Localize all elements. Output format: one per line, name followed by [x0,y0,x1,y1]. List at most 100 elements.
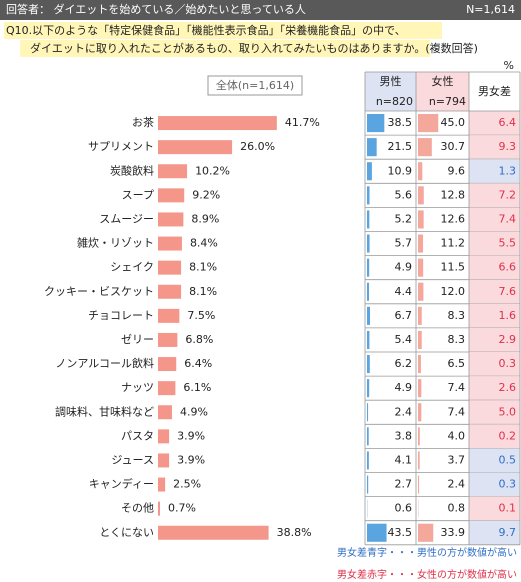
value-label: 8.1% [189,261,217,274]
mini-bar [367,138,377,157]
mini-bar [418,186,424,205]
diff-value: 0.5 [499,453,517,466]
question-highlight [4,22,442,39]
value-label: 8.1% [189,285,217,298]
cell-value: 5.7 [395,237,413,250]
cell-value: 9.6 [448,164,466,177]
diff-cell [469,183,520,208]
category-label: 炭酸飲料 [110,163,154,177]
mini-bar [367,162,372,181]
bar [158,525,269,540]
mini-bar [367,186,370,205]
cell-value: 10.9 [388,164,413,177]
diff-value: 5.0 [499,405,517,418]
mini-bar [418,162,423,181]
diff-value: 9.3 [499,140,517,153]
mini-bar [418,210,424,229]
diff-value: 2.9 [499,333,517,346]
sample-size: N=1,614 [466,3,515,16]
diff-value: 9.7 [499,526,517,539]
bar [158,453,170,468]
diff-cell [469,111,520,136]
bar [158,357,177,372]
diff-value: 0.2 [499,429,517,442]
diff-cell [469,400,520,425]
mini-bar [367,427,369,446]
bar [158,116,277,131]
bar [158,477,166,492]
mini-bar [418,138,432,157]
bar [158,236,182,251]
cell-value: 21.5 [388,140,413,153]
bar [158,188,185,203]
diff-cell [469,279,520,304]
bar [158,308,180,323]
cell-value: 2.4 [448,478,466,491]
mini-bar [367,282,369,301]
value-label: 6.8% [185,333,213,346]
diff-value: 7.6 [499,285,517,298]
category-label: チョコレート [88,309,154,322]
category-label: キャンディー [89,477,154,491]
diff-cell [469,303,520,328]
cell-value: 2.7 [395,478,413,491]
diff-value: 6.6 [499,261,517,274]
header-cell [416,72,469,111]
value-label: 41.7% [285,116,320,129]
category-label: ナッツ [121,381,154,394]
value-label: 26.0% [240,140,275,153]
value-label: 7.5% [187,309,215,322]
cell-value: 0.6 [395,502,413,515]
question: ダイエットに取り入れたことがあるもの、取り入れてみたいものはありますか。(複数回… [30,41,478,55]
legend-label: 全体(n=1,614) [216,78,294,92]
cell-value: 7.4 [448,405,466,418]
value-label: 3.9% [177,429,205,442]
diff-cell [469,255,520,280]
mini-bar [418,282,424,301]
mini-bar [418,114,439,133]
cell-value: 4.1 [395,453,413,466]
cell-value: 3.7 [448,453,466,466]
value-label: 8.9% [191,212,219,225]
cell-value: 11.5 [441,261,466,274]
diff-cell [469,159,520,184]
mini-bar [367,403,369,422]
value-label: 6.4% [184,357,212,370]
category-label: ジュース [111,453,154,466]
cell-value: 8.3 [448,309,466,322]
cell-value: 12.8 [441,188,466,201]
cell-value: 11.2 [441,237,466,250]
column-header: 女性 [432,74,454,88]
value-label: 2.5% [173,478,201,491]
mini-bar [367,114,385,133]
cell-value: 4.0 [448,429,466,442]
value-label: 8.4% [190,237,218,250]
header-bar [0,0,521,20]
mini-bar [418,234,424,253]
bar [158,501,160,516]
mini-bar [418,427,420,446]
value-label: 0.7% [168,502,196,515]
cell-value: 0.8 [448,502,466,515]
cell-value: 12.6 [441,212,466,225]
diff-value: 7.2 [499,188,517,201]
cell-value: 12.0 [441,285,466,298]
cell-value: 5.4 [395,333,413,346]
value-label: 10.2% [195,164,230,177]
mini-bar [367,523,387,542]
unit: % [504,59,514,72]
mini-bar [418,523,434,542]
mini-bar [418,451,420,470]
category-label: お茶 [132,116,154,129]
category-label: サプリメント [88,140,154,153]
category-label: とくにない [99,526,154,539]
cell-value: 3.8 [395,429,413,442]
cell-value: 6.5 [448,357,466,370]
diff-value: 1.3 [499,164,517,177]
diff-cell [469,496,520,521]
value-label: 3.9% [177,453,205,466]
cell-value: 7.4 [448,381,466,394]
diff-cell [469,352,520,377]
diff-cell [469,472,520,497]
mini-bar [367,379,370,398]
